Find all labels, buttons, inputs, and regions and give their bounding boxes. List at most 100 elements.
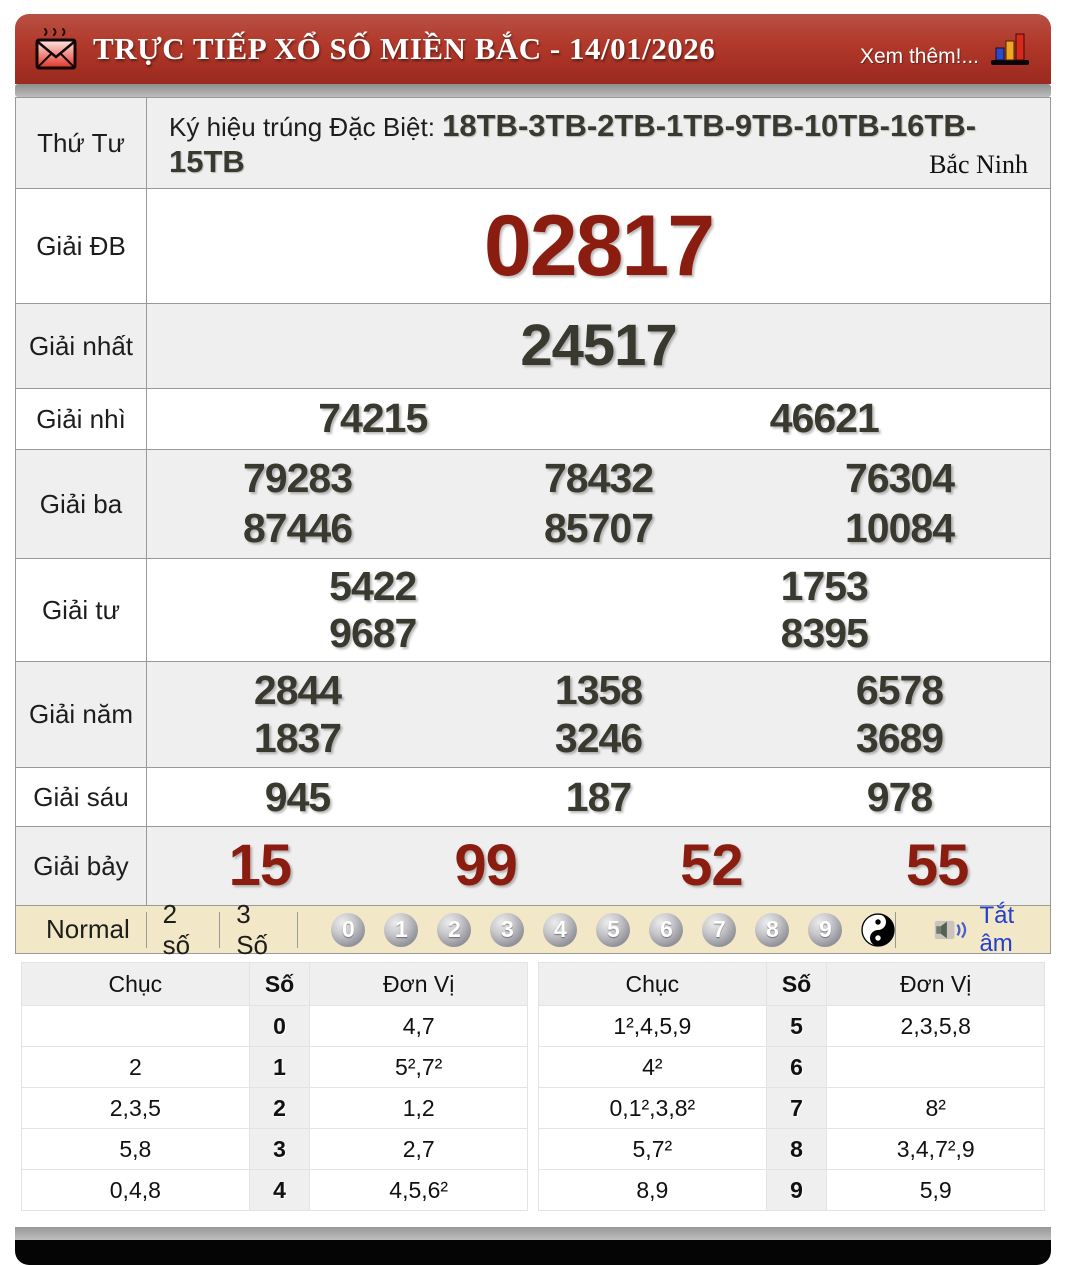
ball-1[interactable]: 1 xyxy=(384,912,419,947)
prize-row-fourth: Giải tư 5422 1753 9687 8395 xyxy=(16,558,1050,662)
hot-envelope-icon xyxy=(35,28,77,70)
units-cell: 2,3,5,8 xyxy=(826,1005,1045,1048)
digit-cell: 1 xyxy=(248,1046,311,1089)
prize-number: 55 xyxy=(905,832,970,898)
tens-cell: 0,1²,3,8² xyxy=(538,1087,767,1130)
prize-number: 5422 xyxy=(329,563,417,609)
stats-row: 8,9 9 5,9 xyxy=(538,1169,1045,1212)
digit-cell: 7 xyxy=(765,1087,828,1130)
prize-number: 85707 xyxy=(543,505,654,552)
divider xyxy=(296,911,298,948)
special-symbols-cell: Ký hiệu trúng Đặc Biệt: 18TB-3TB-2TB-1TB… xyxy=(147,98,1050,188)
units-cell: 2,7 xyxy=(309,1128,528,1171)
lottery-widget: TRỰC TIẾP XỔ SỐ MIỀN BẮC - 14/01/2026 Xe… xyxy=(15,14,1051,1265)
results-table: Thứ Tư Ký hiệu trúng Đặc Biệt: 18TB-3TB-… xyxy=(15,97,1051,907)
prize-number: 945 xyxy=(264,773,331,820)
symbol-label: Ký hiệu trúng Đặc Biệt: xyxy=(169,112,443,142)
col-header-digit: Số xyxy=(765,962,828,1007)
prize-number: 79283 xyxy=(242,455,353,502)
yin-yang-icon[interactable] xyxy=(861,913,896,947)
ball-7[interactable]: 7 xyxy=(702,912,737,947)
stats-row: 5,8 3 2,7 xyxy=(21,1128,528,1171)
prize-label: Giải tư xyxy=(16,559,147,662)
ball-4[interactable]: 4 xyxy=(543,912,578,947)
prize-number: 02817 xyxy=(483,197,715,294)
prize-number: 1358 xyxy=(554,666,643,713)
units-cell: 3,4,7²,9 xyxy=(826,1128,1045,1171)
tens-cell xyxy=(21,1005,250,1048)
prize-number: 10084 xyxy=(844,505,955,552)
prize-number: 3689 xyxy=(855,715,944,762)
prize-label: Giải ba xyxy=(16,450,147,558)
divider xyxy=(219,911,221,948)
prize-number: 978 xyxy=(866,773,933,820)
divider xyxy=(895,911,897,948)
units-cell xyxy=(826,1046,1045,1089)
ball-5[interactable]: 5 xyxy=(596,912,631,947)
mode-3-digits[interactable]: 3 Số xyxy=(236,898,268,960)
ball-8[interactable]: 8 xyxy=(755,912,790,947)
prize-number: 87446 xyxy=(242,505,353,552)
prize-label: Giải nhì xyxy=(16,389,147,449)
tens-cell: 2 xyxy=(21,1046,250,1089)
bar-chart-icon[interactable] xyxy=(987,29,1033,69)
see-more-link[interactable]: Xem thêm!... xyxy=(859,45,979,68)
digit-cell: 0 xyxy=(248,1005,311,1048)
tens-cell: 2,3,5 xyxy=(21,1087,250,1130)
tens-cell: 5,8 xyxy=(21,1128,250,1171)
symbol-codes: 18TB-3TB-2TB-1TB-9TB-10TB-16TB-15TB xyxy=(169,108,977,179)
stats-table-left: Chục Số Đơn Vị 0 4,7 2 1 5²,7² 2,3,5 2 1… xyxy=(21,962,528,1212)
prize-row-fifth: Giải năm 2844 1358 6578 1837 3246 3689 xyxy=(16,661,1050,768)
stats-row: 0,1²,3,8² 7 8² xyxy=(538,1087,1045,1130)
tens-cell: 8,9 xyxy=(538,1169,767,1212)
ball-9[interactable]: 9 xyxy=(808,912,843,947)
digit-cell: 9 xyxy=(765,1169,828,1212)
prize-number: 1753 xyxy=(780,563,869,609)
ball-6[interactable]: 6 xyxy=(649,912,684,947)
speaker-icon[interactable] xyxy=(934,915,967,945)
stats-row: 5,7² 8 3,4,7²,9 xyxy=(538,1128,1045,1171)
col-header-tens: Chục xyxy=(21,962,250,1007)
prize-row-special: Giải ĐB 02817 xyxy=(16,188,1050,303)
stats-table-right: Chục Số Đơn Vị 1²,4,5,9 5 2,3,5,8 4² 6 0… xyxy=(538,962,1045,1212)
mode-normal[interactable]: Normal xyxy=(46,914,130,945)
col-header-tens: Chục xyxy=(538,962,767,1007)
prize-number: 6578 xyxy=(855,666,944,713)
digit-cell: 6 xyxy=(765,1046,828,1089)
prize-number: 99 xyxy=(454,832,518,898)
prize-number: 76304 xyxy=(844,455,955,502)
province-name: Bắc Ninh xyxy=(929,150,1028,179)
prize-number: 8395 xyxy=(780,610,869,657)
digit-balls: 0 1 2 3 4 5 6 7 8 9 xyxy=(331,912,896,947)
units-cell: 4,5,6² xyxy=(309,1169,528,1212)
divider xyxy=(145,911,147,948)
ball-0[interactable]: 0 xyxy=(331,912,366,947)
col-header-digit: Số xyxy=(248,962,311,1007)
prize-number: 3246 xyxy=(554,715,643,762)
stats-row: 0 4,7 xyxy=(21,1005,528,1048)
digit-cell: 8 xyxy=(765,1128,828,1171)
tens-cell: 4² xyxy=(538,1046,767,1089)
units-cell: 5²,7² xyxy=(309,1046,528,1089)
prize-number: 52 xyxy=(680,832,744,898)
ball-2[interactable]: 2 xyxy=(437,912,472,947)
ball-3[interactable]: 3 xyxy=(490,912,525,947)
prize-row-first: Giải nhất 24517 xyxy=(16,303,1050,388)
digit-statistics: Chục Số Đơn Vị 0 4,7 2 1 5²,7² 2,3,5 2 1… xyxy=(15,954,1051,1226)
stats-row: 0,4,8 4 4,5,6² xyxy=(21,1169,528,1212)
tens-cell: 5,7² xyxy=(538,1128,767,1171)
mute-button[interactable]: Tắt âm xyxy=(979,901,1015,957)
digit-cell: 5 xyxy=(765,1005,828,1048)
stats-row: 2,3,5 2 1,2 xyxy=(21,1087,528,1130)
prize-number: 78432 xyxy=(543,455,654,502)
footer-gray-strip xyxy=(15,1227,1051,1241)
mode-2-digits[interactable]: 2 số xyxy=(162,898,191,960)
units-cell: 8² xyxy=(826,1087,1045,1130)
prize-number: 46621 xyxy=(769,395,880,442)
tens-cell: 1²,4,5,9 xyxy=(538,1005,767,1048)
stats-row: 1²,4,5,9 5 2,3,5,8 xyxy=(538,1005,1045,1048)
prize-label: Giải năm xyxy=(16,662,147,768)
page-title: TRỰC TIẾP XỔ SỐ MIỀN BẮC - 14/01/2026 xyxy=(93,31,716,66)
prize-row-third: Giải ba 79283 78432 76304 87446 85707 10… xyxy=(16,449,1050,558)
prize-row-second: Giải nhì 74215 46621 xyxy=(16,388,1050,449)
